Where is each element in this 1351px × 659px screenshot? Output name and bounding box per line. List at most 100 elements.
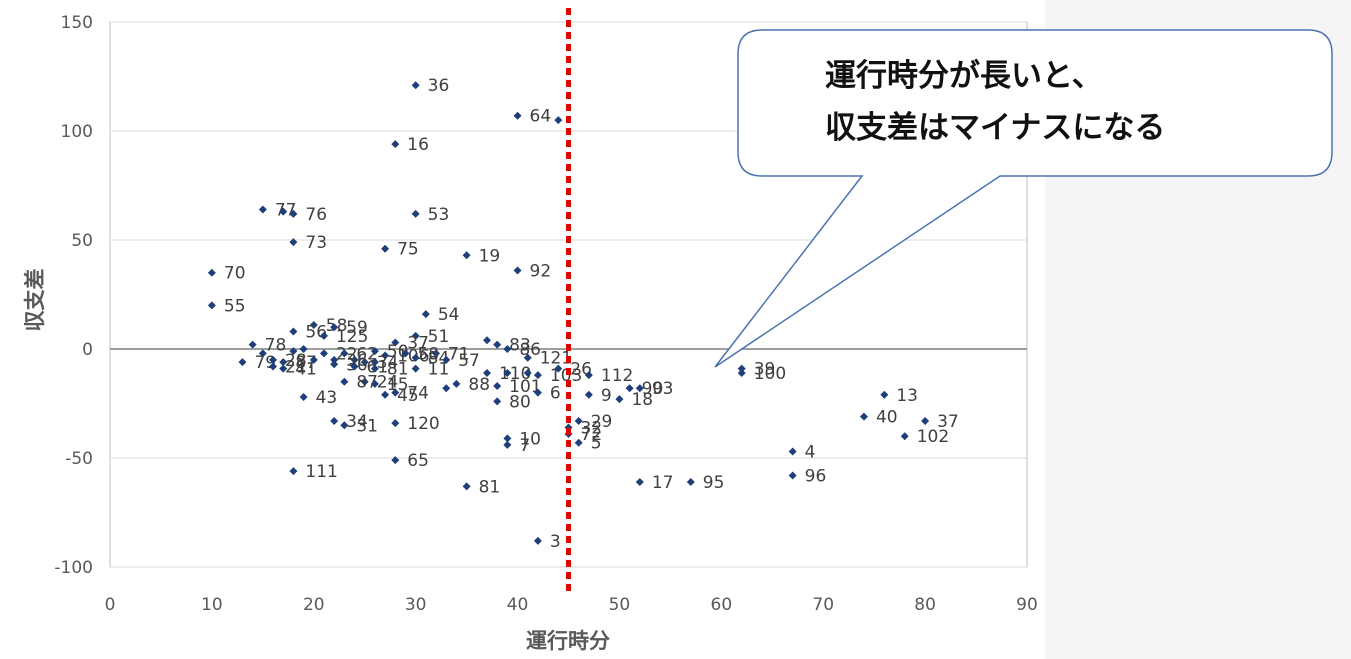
x-axis-title: 運行時分 (526, 629, 610, 653)
data-point (921, 416, 930, 425)
data-label: 80 (509, 392, 531, 412)
data-label: 87 (295, 353, 317, 373)
data-point (482, 368, 491, 377)
data-point (615, 395, 624, 404)
data-label: 17 (652, 473, 674, 493)
data-point (370, 358, 379, 367)
callout-line-1: 運行時分が長いと、 (825, 58, 1103, 94)
data-point (900, 432, 909, 441)
data-point (309, 321, 318, 330)
x-tick-label: 40 (507, 595, 529, 615)
data-label: 112 (601, 366, 633, 386)
data-label: 50 (387, 342, 409, 362)
data-point (370, 364, 379, 373)
data-label: 19 (479, 246, 501, 266)
data-point (574, 438, 583, 447)
data-label: 73 (305, 233, 327, 253)
data-label: 43 (316, 388, 338, 408)
data-label: 41 (295, 360, 317, 380)
y-tick-label: 150 (61, 13, 93, 33)
data-label: 70 (224, 264, 246, 284)
data-label: 111 (305, 462, 337, 482)
data-point (411, 81, 420, 90)
data-point (788, 471, 797, 480)
data-point (493, 340, 502, 349)
data-point (289, 347, 298, 356)
data-point (258, 349, 267, 358)
data-point (401, 349, 410, 358)
data-label: 71 (448, 344, 470, 364)
data-point (533, 388, 542, 397)
data-point (584, 390, 593, 399)
data-point (279, 358, 288, 367)
data-label: 81 (387, 360, 409, 380)
data-point (289, 327, 298, 336)
data-point (411, 364, 420, 373)
data-point (391, 456, 400, 465)
x-tick-label: 70 (812, 595, 834, 615)
data-point (309, 355, 318, 364)
data-label: 59 (346, 318, 368, 338)
data-point (493, 397, 502, 406)
data-point (207, 268, 216, 277)
data-point (381, 351, 390, 360)
data-point (279, 364, 288, 373)
data-point (442, 384, 451, 393)
y-tick-label: -50 (65, 449, 93, 469)
data-label: 84 (428, 349, 450, 369)
data-label: 34 (377, 353, 399, 373)
data-point (330, 360, 339, 369)
data-label: 64 (530, 107, 552, 127)
data-label: 13 (896, 386, 918, 406)
data-point (340, 349, 349, 358)
data-label: 90 (642, 379, 664, 399)
data-point (370, 347, 379, 356)
data-point (554, 116, 563, 125)
data-point (859, 412, 868, 421)
data-point (503, 345, 512, 353)
data-point (452, 379, 461, 388)
data-point (299, 345, 308, 353)
data-point (299, 392, 308, 401)
data-label: 37 (937, 412, 959, 432)
data-point (350, 362, 359, 371)
y-tick-label: 50 (71, 231, 93, 251)
x-tick-label: 50 (609, 595, 631, 615)
data-point (207, 301, 216, 310)
data-label: 16 (407, 135, 429, 155)
data-label: 93 (652, 379, 674, 399)
data-label: 65 (407, 451, 429, 471)
data-label: 31 (356, 416, 378, 436)
data-label: 96 (805, 466, 827, 486)
data-point (289, 209, 298, 218)
x-tick-label: 0 (105, 595, 116, 615)
data-point (503, 440, 512, 449)
data-point (279, 207, 288, 216)
data-label: 40 (876, 408, 898, 428)
data-label: 100 (754, 364, 786, 384)
data-point (533, 371, 542, 380)
data-label: 7 (519, 436, 530, 456)
data-label: 62 (356, 344, 378, 364)
data-label: 102 (917, 427, 949, 447)
data-point (411, 209, 420, 218)
data-label: 34 (346, 412, 368, 432)
data-point (319, 349, 328, 358)
data-point (503, 434, 512, 443)
data-label: 15 (387, 375, 409, 395)
data-label: 125 (336, 327, 368, 347)
data-label: 28 (285, 351, 307, 371)
data-point (330, 323, 339, 332)
data-point (513, 111, 522, 120)
x-tick-label: 60 (711, 595, 733, 615)
data-point (269, 355, 278, 364)
data-label: 95 (703, 473, 725, 493)
data-point (635, 384, 644, 393)
y-tick-labels: 150 100 50 0 -50 -100 (54, 13, 93, 578)
data-point (737, 368, 746, 377)
data-label: 78 (265, 336, 287, 356)
data-label: 4 (805, 442, 816, 462)
data-label: 87 (356, 373, 378, 393)
data-label: 101 (509, 377, 541, 397)
data-label: 51 (428, 327, 450, 347)
